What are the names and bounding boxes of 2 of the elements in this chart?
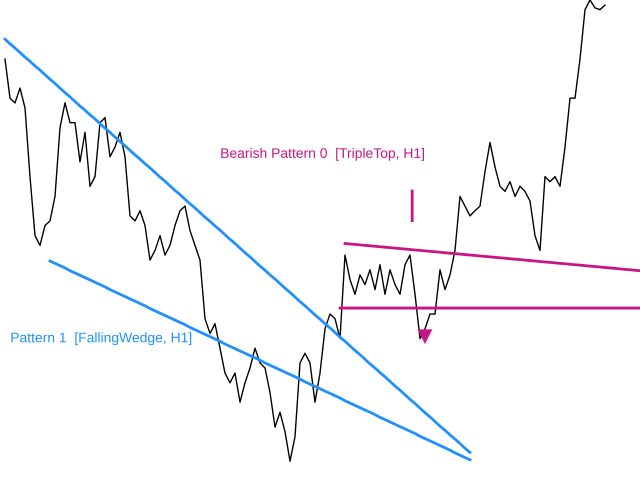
annotation: Pattern 1 [FallingWedge, H1] bbox=[11, 332, 192, 346]
annotation: Bearish Pattern 0 [TripleTop, H1] bbox=[221, 148, 424, 161]
